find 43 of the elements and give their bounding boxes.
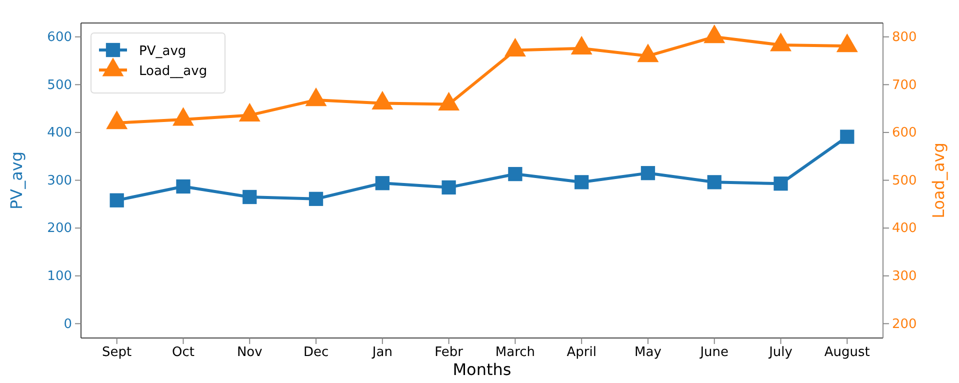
x-axis-title: Months: [452, 360, 512, 379]
y-tick-label: 0: [64, 316, 72, 332]
x-tick-label: Jan: [371, 345, 392, 360]
x-tick-label: Sept: [102, 345, 132, 360]
x-tick-label: Dec: [303, 345, 329, 360]
point: [308, 192, 324, 206]
point: [707, 175, 722, 190]
point: [375, 176, 390, 190]
y-tick-label: 100: [47, 269, 72, 284]
point: [774, 176, 788, 191]
x-tick-label: June: [699, 345, 729, 360]
y2-tick-label: 400: [892, 221, 917, 236]
x-tick-label: April: [566, 345, 596, 360]
x-tick-label: Oct: [172, 345, 194, 360]
x-tick-label: August: [824, 345, 870, 360]
legend-label: PV_avg: [139, 44, 186, 59]
y2-tick-label: 800: [892, 30, 917, 46]
y2-tick-label: 700: [892, 78, 917, 93]
point: [508, 166, 522, 182]
x-tick-label: Febr: [434, 345, 464, 360]
x-tick-label: July: [768, 345, 793, 360]
y-tick-label: 200: [47, 221, 72, 236]
point: [242, 190, 257, 204]
y-tick-label: 300: [47, 173, 72, 188]
y2-tick-label: 500: [892, 173, 917, 188]
point: [442, 180, 456, 194]
y-axis-title: PV_avg: [7, 151, 26, 210]
y2-axis-title: Load_avg: [929, 142, 948, 218]
point: [640, 166, 656, 180]
point: [110, 193, 124, 208]
y-tick-label: 500: [47, 78, 72, 93]
y2-tick-label: 300: [892, 269, 917, 284]
x-tick-label: Nov: [236, 345, 263, 360]
point: [176, 179, 190, 194]
y-tick-label: 400: [47, 126, 72, 141]
legend-label: Load__avg: [139, 64, 208, 79]
x-tick-label: March: [495, 345, 536, 360]
y2-tick-label: 200: [892, 316, 917, 332]
y-tick-label: 600: [47, 30, 72, 46]
y2-tick-label: 600: [892, 126, 917, 141]
point: [840, 130, 854, 144]
point: [574, 175, 589, 190]
x-tick-label: May: [634, 345, 662, 360]
